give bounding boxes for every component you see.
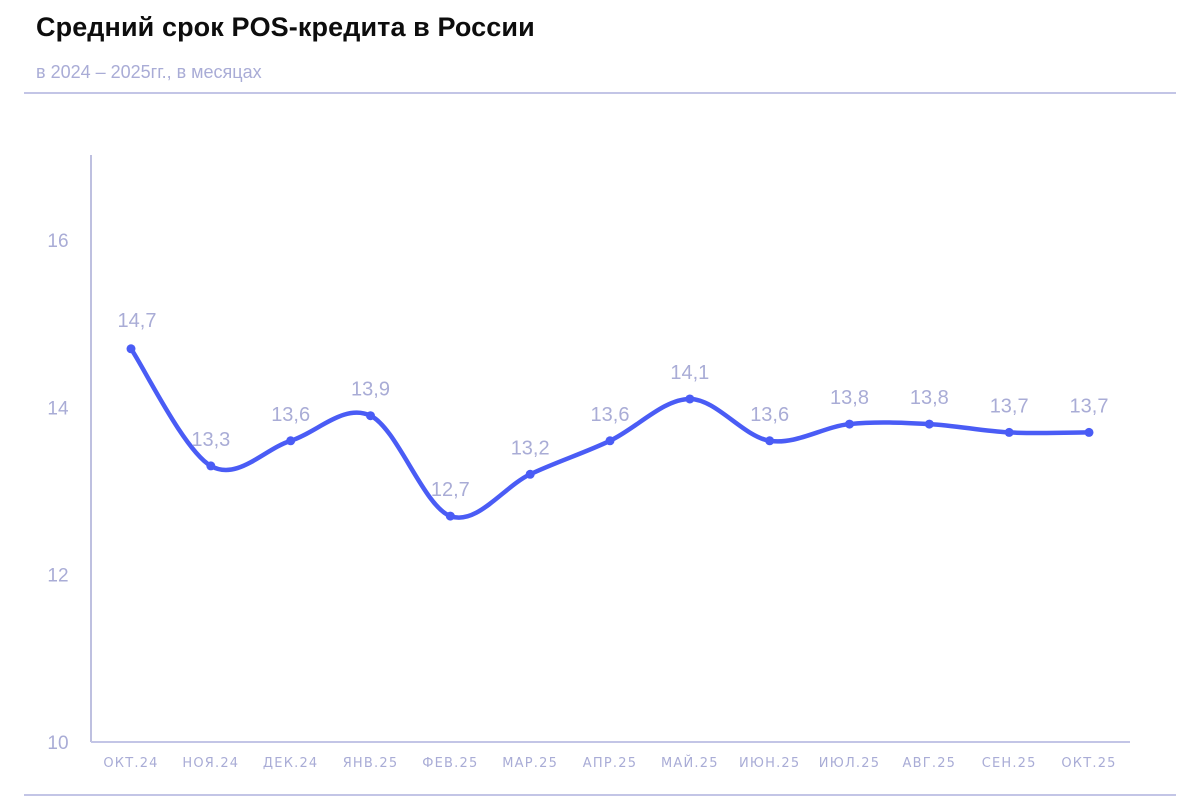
- data-label: 13,6: [750, 404, 789, 426]
- y-tick-label: 16: [47, 231, 68, 252]
- axes: [90, 155, 1130, 743]
- data-point: [765, 436, 775, 446]
- x-tick-label: ОКТ.25: [1061, 756, 1116, 771]
- data-point: [525, 469, 535, 479]
- x-tick-label: МАР.25: [502, 756, 558, 771]
- data-markers: [126, 344, 1094, 521]
- data-label: 14,1: [670, 362, 709, 384]
- x-tick-label: ДЕК.24: [263, 756, 318, 771]
- data-label: 13,3: [191, 429, 230, 451]
- data-point: [366, 411, 375, 421]
- series-line: [128, 346, 1092, 520]
- data-point: [1084, 427, 1094, 437]
- y-tick-label: 12: [47, 566, 68, 587]
- x-tick-labels: ОКТ.24 НОЯ.24 ДЕК.24 ЯНВ.25 ФЕВ.25 МАР.25 АПР.…: [103, 755, 1116, 771]
- data-point: [286, 436, 296, 446]
- data-point: [1004, 427, 1014, 437]
- x-tick-label: АВГ.25: [903, 756, 957, 771]
- x-tick-label: ИЮЛ.25: [819, 756, 880, 771]
- data-label: 13,6: [591, 404, 630, 426]
- data-point: [845, 419, 854, 429]
- chart-title: Средний срок POS-кредита в России: [36, 12, 535, 42]
- x-tick-label: ЯНВ.25: [343, 756, 399, 771]
- data-point: [605, 436, 615, 446]
- y-tick-label: 10: [47, 733, 68, 754]
- x-tick-label: СЕН.25: [982, 756, 1037, 771]
- x-tick-label: АПР.25: [583, 756, 637, 771]
- x-tick-label: МАЙ.25: [661, 755, 719, 771]
- top-divider: [24, 92, 1176, 94]
- x-tick-label: ФЕВ.25: [422, 756, 478, 771]
- y-tick-labels: 10 12 14 16: [47, 231, 69, 754]
- x-tick-label: ИЮН.25: [739, 756, 800, 771]
- data-label: 12,7: [431, 479, 470, 501]
- data-label: 13,2: [511, 437, 550, 459]
- data-label: 14,7: [118, 310, 157, 332]
- data-label: 13,7: [1070, 395, 1109, 417]
- data-point: [126, 344, 136, 354]
- data-label: 13,9: [351, 379, 390, 401]
- data-label: 13,6: [271, 404, 310, 426]
- data-point: [924, 419, 934, 429]
- chart-subtitle: в 2024 – 2025гг., в месяцах: [36, 62, 262, 82]
- x-tick-label: ОКТ.24: [103, 756, 158, 771]
- data-label: 13,8: [910, 387, 949, 409]
- data-labels: 14,7 13,3 13,6 13,9 12,7 13,2 13,6 14,1 13,6 13,8…: [118, 310, 1109, 501]
- data-point: [206, 461, 216, 471]
- data-label: 13,7: [990, 395, 1029, 417]
- y-tick-label: 14: [47, 398, 69, 419]
- data-point: [445, 511, 455, 521]
- data-point: [685, 394, 695, 404]
- data-label: 13,8: [830, 387, 869, 409]
- bottom-divider: [24, 794, 1176, 796]
- x-tick-label: НОЯ.24: [182, 756, 239, 771]
